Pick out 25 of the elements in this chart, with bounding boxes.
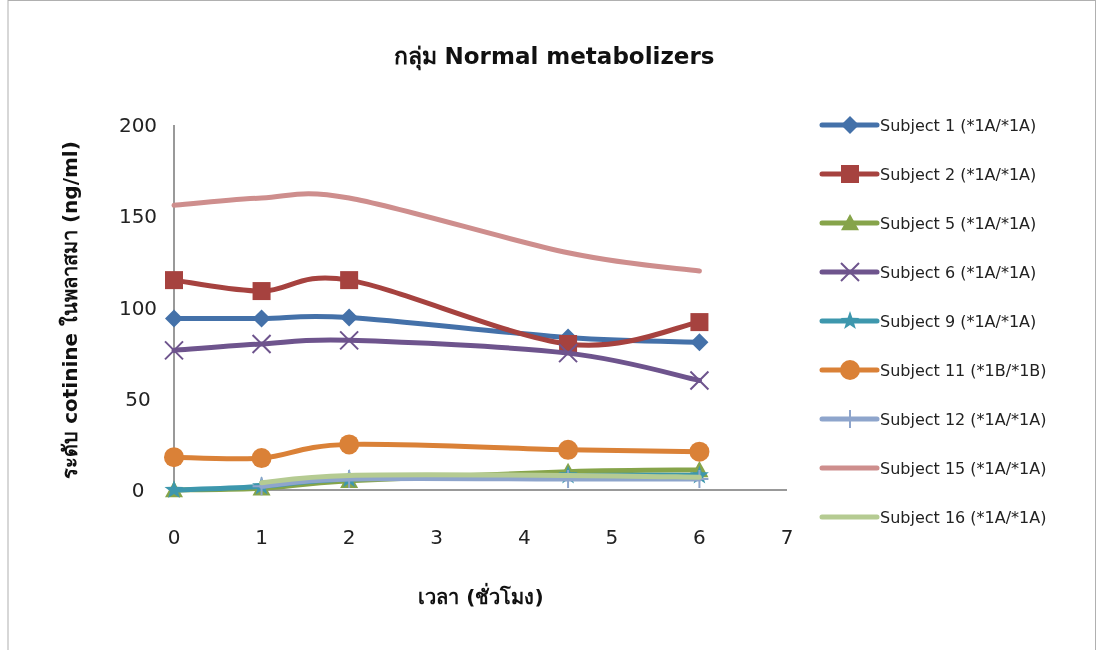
- x-tick-label: 1: [255, 525, 268, 549]
- legend-label: Subject 6 (*1A/*1A): [880, 263, 1037, 282]
- legend-label: Subject 5 (*1A/*1A): [880, 214, 1037, 233]
- y-tick-label: 200: [118, 113, 158, 137]
- x-tick-label: 7: [780, 525, 794, 549]
- x-tick-label: 2: [342, 525, 356, 549]
- legend-label: Subject 12 (*1A/*1A): [880, 410, 1047, 429]
- chart-title: กลุ่ม Normal metabolizers: [393, 43, 715, 71]
- x-tick-label: 3: [430, 525, 444, 549]
- legend-label: Subject 16 (*1A/*1A): [880, 508, 1047, 527]
- x-tick-label: 5: [605, 525, 619, 549]
- legend-label: Subject 1 (*1A/*1A): [880, 116, 1037, 135]
- x-axis-title: เวลา (ชั่วโมง): [418, 582, 544, 609]
- y-axis-title: ระดับ cotinine ในพลาสมา (ng/ml): [58, 141, 82, 479]
- legend-label: Subject 9 (*1A/*1A): [880, 312, 1037, 331]
- legend-label: Subject 2 (*1A/*1A): [880, 165, 1037, 184]
- y-tick-label: 150: [118, 204, 158, 229]
- y-tick-label: 0: [131, 478, 145, 502]
- legend-label: Subject 15 (*1A/*1A): [880, 459, 1047, 478]
- x-tick-label: 0: [167, 525, 181, 549]
- y-tick-label: 50: [125, 386, 151, 411]
- y-tick-label: 100: [118, 295, 158, 320]
- x-tick-label: 4: [517, 525, 531, 549]
- x-tick-label: 6: [693, 525, 706, 549]
- legend-label: Subject 11 (*1B/*1B): [880, 361, 1047, 380]
